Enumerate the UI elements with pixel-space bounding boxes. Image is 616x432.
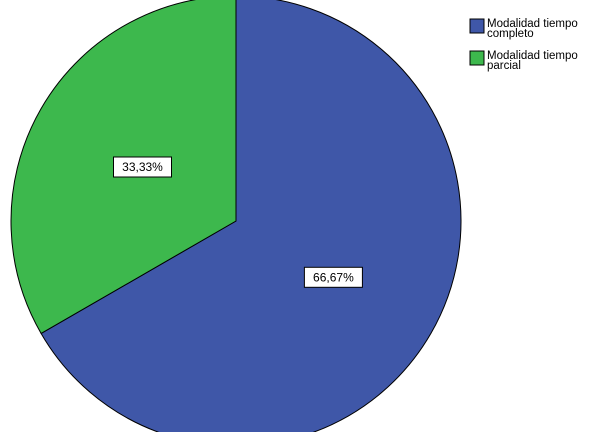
- legend-swatch: [469, 50, 485, 66]
- legend-label: Modalidad tiempo: [487, 18, 578, 30]
- data-label-box: [113, 156, 172, 178]
- data-label-text: 33,33%: [122, 160, 163, 174]
- legend-label: Modalidad tiempo: [487, 50, 578, 62]
- legend-swatch: [469, 18, 485, 34]
- pie-slices: [10, 0, 462, 432]
- legend-label: parcial: [487, 60, 521, 72]
- pie-slice-1: [40, 0, 462, 432]
- data-label-2: 33,33%: [113, 156, 172, 178]
- data-label-box: [303, 266, 363, 288]
- data-label-text: 66,67%: [313, 270, 354, 284]
- legend-label: completo: [487, 28, 534, 40]
- pie-data-labels: 66,67% 33,33%: [113, 156, 363, 288]
- data-label-1: 66,67%: [303, 266, 363, 288]
